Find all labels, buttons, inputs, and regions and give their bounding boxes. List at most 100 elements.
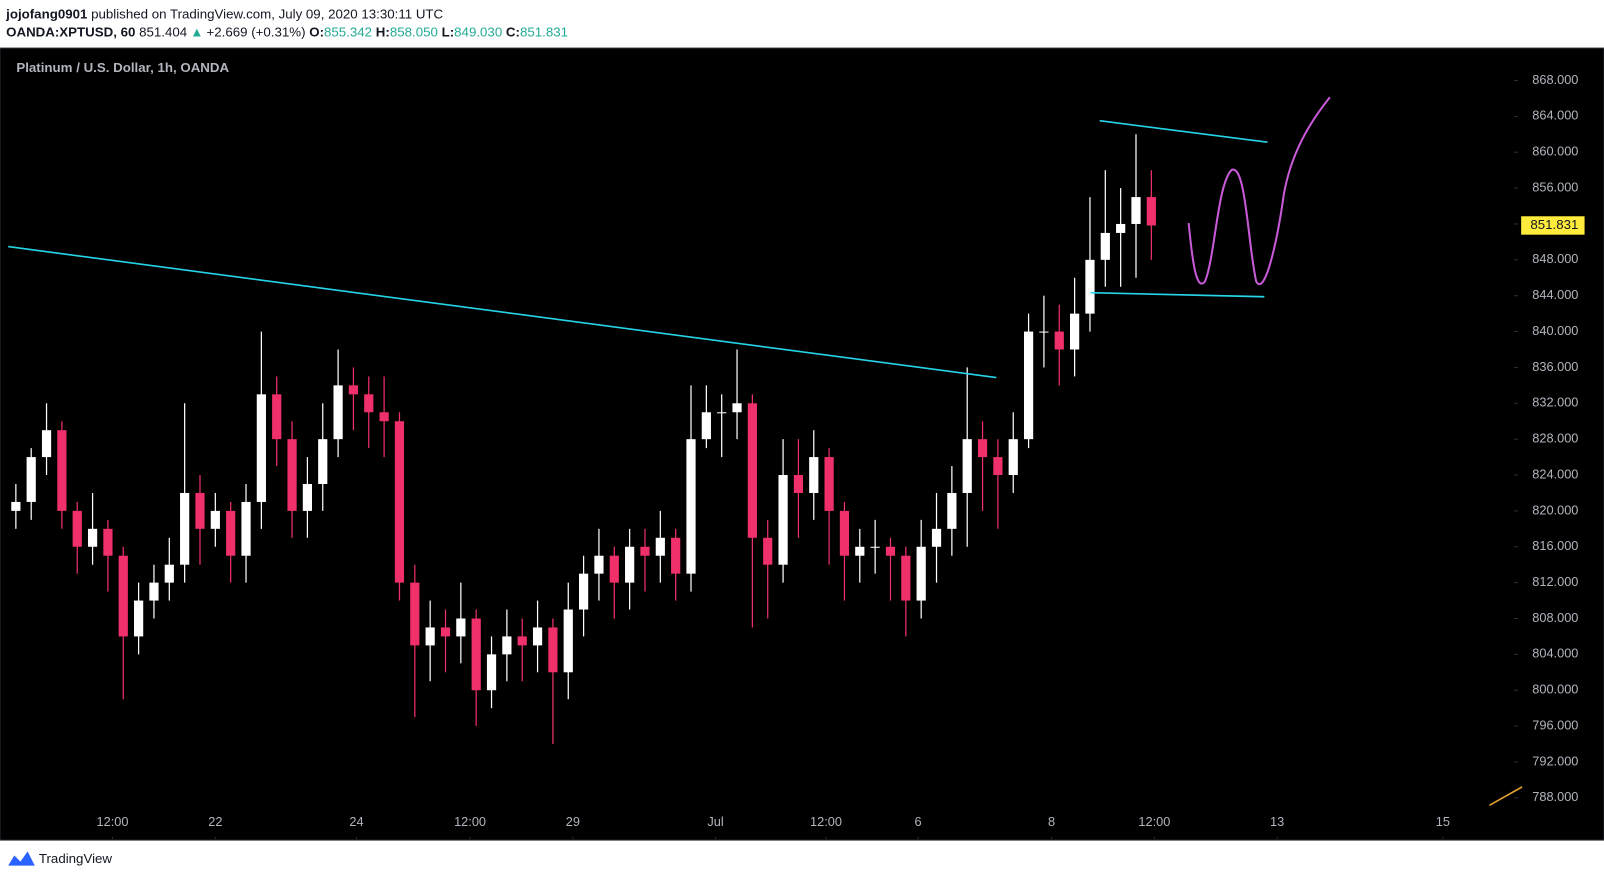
y-tick-label: 832.000 bbox=[1532, 395, 1578, 410]
candle-body bbox=[671, 537, 681, 574]
candle-body bbox=[901, 555, 911, 601]
logo bbox=[8, 851, 35, 866]
candle-body bbox=[486, 654, 497, 691]
candle-body bbox=[256, 394, 266, 502]
candle-body bbox=[180, 492, 190, 565]
candle-body bbox=[1100, 232, 1110, 260]
x-tick-label: Jul bbox=[707, 814, 723, 829]
y-tick-label: 856.000 bbox=[1532, 179, 1578, 194]
candle-body bbox=[839, 510, 850, 556]
x-tick-label: 15 bbox=[1436, 814, 1450, 829]
author: jojofang0901 bbox=[5, 6, 88, 21]
candle-body bbox=[1039, 331, 1049, 333]
y-tick-label: 864.000 bbox=[1532, 108, 1578, 123]
arrow: ▲ bbox=[190, 24, 203, 39]
candle-body bbox=[1054, 331, 1064, 350]
drawing bbox=[1489, 786, 1523, 807]
candle-body bbox=[732, 403, 742, 413]
candle-body bbox=[763, 537, 773, 565]
candle-body bbox=[502, 636, 512, 655]
h-label: H: bbox=[376, 24, 390, 39]
x-tick-label: 12:00 bbox=[97, 814, 129, 829]
y-tick-label: 868.000 bbox=[1532, 72, 1578, 87]
candle-body bbox=[870, 546, 880, 548]
projection-drawing bbox=[1187, 96, 1331, 285]
candle-body bbox=[609, 555, 619, 583]
candle-body bbox=[824, 457, 834, 511]
header-line-1: jojofang0901 published on TradingView.co… bbox=[5, 6, 443, 21]
y-tick-label: 808.000 bbox=[1532, 610, 1578, 625]
header-line-2: OANDA:XPTUSD, 60 851.404 ▲ +2.669 (+0.31%)… bbox=[6, 24, 568, 39]
y-tick-label: 800.000 bbox=[1532, 682, 1578, 697]
candle-body bbox=[364, 394, 374, 413]
candle-body bbox=[318, 439, 328, 484]
candle-body bbox=[686, 439, 696, 574]
candle-body bbox=[1070, 313, 1080, 350]
candle-body bbox=[962, 439, 972, 493]
y-tick-label: 844.000 bbox=[1532, 287, 1578, 302]
l-value: 849.030 bbox=[454, 24, 502, 39]
x-tick-label: 12:00 bbox=[454, 814, 486, 829]
candle-body bbox=[809, 457, 819, 493]
o-value: 855.342 bbox=[324, 24, 372, 39]
last: 851.404 bbox=[139, 24, 187, 39]
y-tick-label: 860.000 bbox=[1532, 144, 1578, 159]
candle-body bbox=[1008, 439, 1018, 476]
trendline bbox=[1090, 291, 1265, 298]
candle-body bbox=[916, 546, 926, 601]
y-tick-label: 788.000 bbox=[1532, 789, 1578, 804]
plot-area bbox=[0, 47, 1604, 841]
candle-body bbox=[578, 573, 589, 610]
candle-body bbox=[118, 555, 128, 637]
candle-body bbox=[977, 439, 988, 458]
x-tick-label: 12:00 bbox=[1138, 814, 1170, 829]
change: +2.669 (+0.31%) bbox=[206, 24, 305, 39]
candle-body bbox=[103, 528, 113, 556]
y-tick-label: 792.000 bbox=[1532, 753, 1578, 768]
trendline bbox=[1099, 119, 1268, 144]
candle-body bbox=[548, 627, 558, 673]
candle-body bbox=[793, 475, 804, 493]
candle-body bbox=[272, 394, 282, 440]
marks: 788.000 792.000 796.000 800.000 804.000 808.0… bbox=[11, 72, 1585, 840]
x-tick-label: 6 bbox=[915, 814, 922, 829]
candle-body bbox=[57, 430, 67, 511]
chart-title: Platinum / U.S. Dollar, 1h, OANDA bbox=[16, 60, 229, 75]
candle-body bbox=[1131, 197, 1141, 224]
o-label: O: bbox=[309, 24, 324, 39]
candle-body bbox=[440, 627, 451, 637]
y-tick-label: 796.000 bbox=[1532, 717, 1578, 732]
x-tick-label: 22 bbox=[208, 814, 222, 829]
price-tag bbox=[1521, 216, 1585, 235]
x-tick-label: 29 bbox=[566, 814, 580, 829]
candle-body bbox=[563, 609, 573, 673]
candle-body bbox=[855, 546, 865, 556]
candle-body bbox=[333, 385, 343, 440]
y-tick-label: 840.000 bbox=[1532, 323, 1578, 338]
candle-body bbox=[241, 501, 251, 556]
y-tick-label: 828.000 bbox=[1532, 431, 1578, 446]
candle-body bbox=[1146, 197, 1156, 226]
y-tick-label: 836.000 bbox=[1532, 359, 1578, 374]
candle-body bbox=[1085, 259, 1095, 314]
symbol: OANDA:XPTUSD, 60 bbox=[6, 24, 135, 39]
candle-body bbox=[778, 475, 788, 565]
candle-body bbox=[302, 483, 313, 511]
h-value: 858.050 bbox=[390, 24, 438, 39]
candle-body bbox=[947, 492, 957, 529]
x-tick-label: 24 bbox=[349, 814, 363, 829]
candle-body bbox=[640, 546, 650, 556]
candle-body bbox=[655, 537, 665, 556]
y-tick-label: 824.000 bbox=[1532, 466, 1578, 481]
y-tick-label: 848.000 bbox=[1532, 251, 1578, 266]
candle-body bbox=[164, 564, 174, 583]
l-label: L: bbox=[442, 24, 455, 39]
candle-body bbox=[41, 430, 52, 458]
c-label: C: bbox=[506, 24, 520, 39]
candle-body bbox=[931, 528, 942, 547]
candle-body bbox=[993, 457, 1003, 476]
candle-body bbox=[287, 439, 297, 511]
candle-body bbox=[87, 528, 98, 547]
candle-body bbox=[1023, 331, 1034, 440]
